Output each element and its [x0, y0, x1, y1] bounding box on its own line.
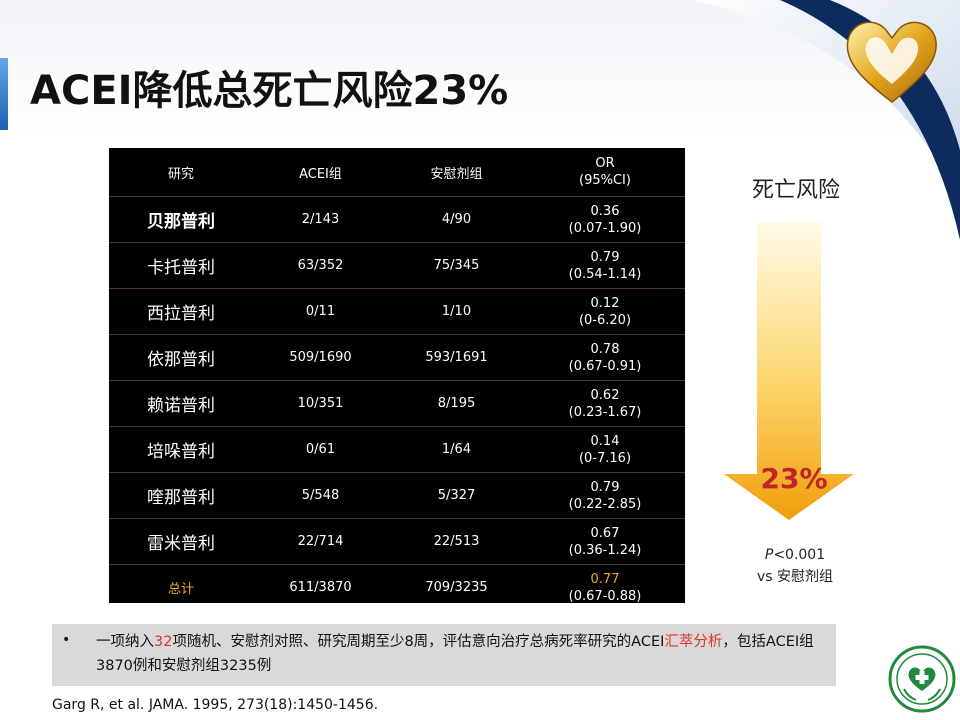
- cell-acei: 22/714: [253, 518, 388, 565]
- cell-or-value: 0.62: [590, 387, 620, 403]
- reference-citation: Garg R, et al. JAMA. 1995, 273(18):1450-…: [52, 697, 379, 713]
- cell-ci-value: (0-6.20): [578, 312, 632, 328]
- summary-part1: 一项纳入: [96, 634, 154, 650]
- cell-ci-value: (0.07-1.90): [568, 220, 642, 236]
- cell-study: 培哚普利: [109, 426, 253, 473]
- summary-text: 一项纳入32项随机、安慰剂对照、研究周期至少8周，评估意向治疗总病死率研究的AC…: [96, 630, 831, 678]
- cell-acei: 0/11: [253, 288, 388, 335]
- cell-study: 贝那普利: [109, 196, 253, 243]
- header-ci-label: (95%CI): [579, 173, 631, 188]
- cell-or-value: 0.14: [590, 433, 620, 449]
- table-row: 赖诺普利 10/351 8/195 0.62 (0.23-1.67): [109, 380, 685, 427]
- cell-or: 0.14 (0-7.16): [525, 426, 685, 473]
- bullet-dot: •: [62, 632, 71, 648]
- table-row: 雷米普利 22/714 22/513 0.67 (0.36-1.24): [109, 518, 685, 565]
- cell-ci-value: (0-7.16): [578, 450, 632, 466]
- table-row: 西拉普利 0/11 1/10 0.12 (0-6.20): [109, 288, 685, 335]
- study-table: 研究 ACEI组 安慰剂组 OR (95%CI) 贝那普利 2/143 4/90…: [109, 148, 685, 604]
- cell-or-value: 0.78: [590, 341, 620, 357]
- header-placebo: 安慰剂组: [388, 148, 525, 197]
- cell-acei: 509/1690: [253, 334, 388, 381]
- cell-total-ci-value: (0.67-0.88): [568, 588, 642, 604]
- cell-placebo: 75/345: [388, 242, 525, 289]
- gold-heart-logo-icon: [846, 21, 937, 103]
- title-accent-bar: [0, 58, 8, 130]
- cell-acei: 5/548: [253, 472, 388, 519]
- table-row: 喹那普利 5/548 5/327 0.79 (0.22-2.85): [109, 472, 685, 519]
- header-or: OR (95%CI): [525, 148, 685, 197]
- cell-or-value: 0.79: [590, 479, 620, 495]
- cell-study: 依那普利: [109, 334, 253, 381]
- cell-placebo: 5/327: [388, 472, 525, 519]
- cell-or: 0.62 (0.23-1.67): [525, 380, 685, 427]
- cell-or: 0.79 (0.54-1.14): [525, 242, 685, 289]
- cell-acei: 63/352: [253, 242, 388, 289]
- cell-study: 赖诺普利: [109, 380, 253, 427]
- header-study: 研究: [109, 148, 253, 197]
- cell-study: 卡托普利: [109, 242, 253, 289]
- summary-part3: ，包括ACEI组3870例和安慰剂组3235例: [96, 634, 814, 674]
- cell-or: 0.67 (0.36-1.24): [525, 518, 685, 565]
- table-row: 依那普利 509/1690 593/1691 0.78 (0.67-0.91): [109, 334, 685, 381]
- table-total-row: 总计 611/3870 709/3235 0.77 (0.67-0.88): [109, 565, 685, 611]
- cell-placebo: 4/90: [388, 196, 525, 243]
- p-value: P<0.001: [730, 544, 860, 566]
- cell-or-value: 0.79: [590, 249, 620, 265]
- cell-or-value: 0.12: [590, 295, 620, 311]
- cell-or: 0.36 (0.07-1.90): [525, 196, 685, 243]
- cell-placebo: 1/64: [388, 426, 525, 473]
- table-header-row: 研究 ACEI组 安慰剂组 OR (95%CI): [109, 148, 685, 197]
- cell-total-or-value: 0.77: [590, 571, 620, 587]
- slide-title: ACEI降低总死亡风险23%: [30, 68, 509, 114]
- cell-ci-value: (0.22-2.85): [568, 496, 642, 512]
- table-row: 贝那普利 2/143 4/90 0.36 (0.07-1.90): [109, 196, 685, 243]
- header-acei: ACEI组: [253, 148, 388, 197]
- p-value-block: P<0.001 vs 安慰剂组: [730, 544, 860, 588]
- vs-placebo-label: vs 安慰剂组: [756, 569, 834, 585]
- risk-reduction-percent: 23%: [760, 462, 828, 495]
- cell-acei: 10/351: [253, 380, 388, 427]
- cell-acei: 2/143: [253, 196, 388, 243]
- risk-label: 死亡风险: [752, 178, 841, 203]
- cell-placebo: 22/513: [388, 518, 525, 565]
- down-arrow-icon: [724, 222, 854, 520]
- hospital-emblem-icon: [888, 645, 956, 713]
- cell-ci-value: (0.36-1.24): [568, 542, 642, 558]
- summary-count: 32: [154, 634, 173, 650]
- cell-study: 雷米普利: [109, 518, 253, 565]
- table-row: 培哚普利 0/61 1/64 0.14 (0-7.16): [109, 426, 685, 473]
- cell-ci-value: (0.54-1.14): [568, 266, 642, 282]
- cell-study: 西拉普利: [109, 288, 253, 335]
- cell-or: 0.12 (0-6.20): [525, 288, 685, 335]
- cell-or: 0.78 (0.67-0.91): [525, 334, 685, 381]
- cell-total-label: 总计: [167, 582, 194, 597]
- p-letter: P: [764, 547, 774, 563]
- cell-placebo: 8/195: [388, 380, 525, 427]
- cell-total-acei: 611/3870: [289, 580, 352, 595]
- cell-placebo: 1/10: [388, 288, 525, 335]
- cell-or-value: 0.67: [590, 525, 620, 541]
- cell-ci-value: (0.67-0.91): [568, 358, 642, 374]
- cell-or-value: 0.36: [590, 203, 620, 219]
- cell-total-or: 0.77 (0.67-0.88): [525, 565, 685, 611]
- cell-total-placebo: 709/3235: [425, 580, 488, 595]
- summary-box: • 一项纳入32项随机、安慰剂对照、研究周期至少8周，评估意向治疗总病死率研究的…: [52, 624, 836, 686]
- table-row: 卡托普利 63/352 75/345 0.79 (0.54-1.14): [109, 242, 685, 289]
- header-or-label: OR: [595, 156, 615, 171]
- cell-or: 0.79 (0.22-2.85): [525, 472, 685, 519]
- summary-highlight: 汇萃分析: [664, 634, 723, 650]
- p-number: <0.001: [773, 547, 826, 563]
- cell-placebo: 593/1691: [388, 334, 525, 381]
- summary-part2: 项随机、安慰剂对照、研究周期至少8周，评估意向治疗总病死率研究的ACEI: [172, 634, 665, 650]
- cell-study: 喹那普利: [109, 472, 253, 519]
- cell-ci-value: (0.23-1.67): [568, 404, 642, 420]
- cell-acei: 0/61: [253, 426, 388, 473]
